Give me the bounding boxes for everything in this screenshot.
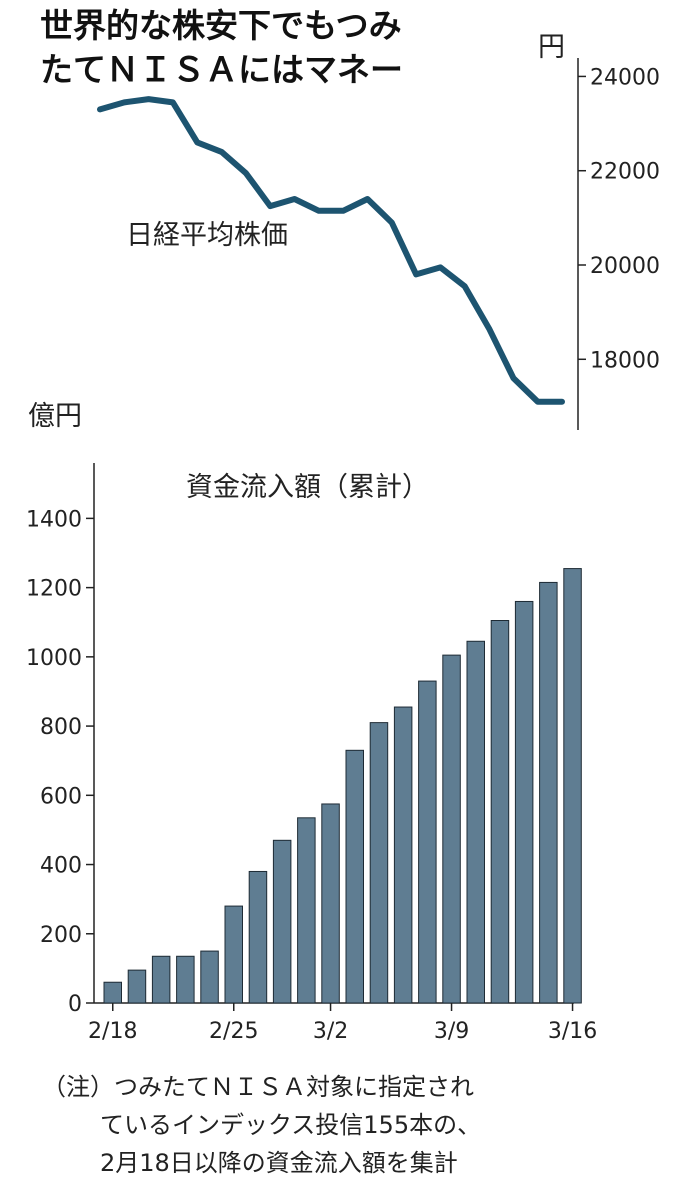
line-chart-ytick-label: 20000 xyxy=(590,254,660,279)
bar-chart-xtick-label: 3/16 xyxy=(548,1019,597,1044)
footnote-line-3: 2月18日以降の資金流入額を集計 xyxy=(100,1149,458,1177)
chart-title: 世界的な株安下でもつみ たてＮＩＳＡにはマネー xyxy=(40,6,403,89)
inflow-bar-chart: 億円 資金流入額（累計） 0 200 400 600 800 1000 1200 1400 2… xyxy=(26,401,597,1044)
footnote: （注）つみたてＮＩＳＡ対象に指定され ているインデックス投信155本の、 2月1… xyxy=(42,1068,481,1182)
inflow-bar xyxy=(490,620,510,1004)
inflow-bar xyxy=(248,870,268,1004)
series-label-nikkei: 日経平均株価 xyxy=(126,220,288,251)
bar-chart-xtick-label: 2/18 xyxy=(88,1019,137,1044)
bar-chart-ytick-label: 800 xyxy=(40,715,82,740)
inflow-bar xyxy=(418,680,437,1004)
inflow-bar xyxy=(272,839,292,1004)
inflow-bar xyxy=(393,706,413,1004)
line-chart-ytick-label: 22000 xyxy=(590,160,660,185)
bar-chart-ytick-label: 1000 xyxy=(26,646,82,671)
bar-chart-ytick-label: 0 xyxy=(68,992,82,1017)
bar-chart-ytick-label: 600 xyxy=(40,784,82,809)
bar-chart-xtick-label: 3/2 xyxy=(313,1019,348,1044)
inflow-bar xyxy=(466,640,485,1004)
bar-chart-ytick-label: 200 xyxy=(40,923,82,948)
inflow-bar xyxy=(151,955,171,1004)
inflow-bar xyxy=(103,981,122,1004)
bar-chart-ytick-label: 1200 xyxy=(26,577,82,602)
inflow-bar xyxy=(127,969,147,1004)
bar-chart-xtick-label: 3/9 xyxy=(434,1019,469,1044)
inflow-bar xyxy=(345,749,364,1004)
bar-chart-ytick-label: 400 xyxy=(40,854,82,879)
inflow-bar xyxy=(514,600,534,1004)
line-chart-ytick-label: 24000 xyxy=(590,65,660,90)
inflow-bar xyxy=(297,817,316,1004)
bar-chart-title: 資金流入額（累計） xyxy=(186,472,429,503)
nikkei-line-chart: 円 24000 22000 20000 18000 日経平均株価 xyxy=(97,32,660,430)
footnote-line-2: ているインデックス投信155本の、 xyxy=(100,1111,482,1139)
inflow-bar xyxy=(224,905,243,1004)
inflow-bar xyxy=(539,581,558,1004)
line-chart-unit-label: 円 xyxy=(538,32,565,63)
inflow-bar xyxy=(200,950,219,1004)
footnote-line-1: （注）つみたてＮＩＳＡ対象に指定され xyxy=(42,1073,474,1101)
line-chart-ytick-label: 18000 xyxy=(590,348,660,373)
bar-chart-ytick-label: 1400 xyxy=(26,507,82,532)
nikkei-series-line xyxy=(97,96,565,405)
bar-chart-xtick-label: 2/25 xyxy=(209,1019,258,1044)
inflow-bar xyxy=(321,803,340,1004)
inflow-bar xyxy=(563,568,582,1004)
inflow-bar xyxy=(369,722,389,1004)
inflow-bar xyxy=(176,955,195,1004)
inflow-bar xyxy=(442,654,461,1004)
bar-chart-unit-label: 億円 xyxy=(28,401,82,432)
